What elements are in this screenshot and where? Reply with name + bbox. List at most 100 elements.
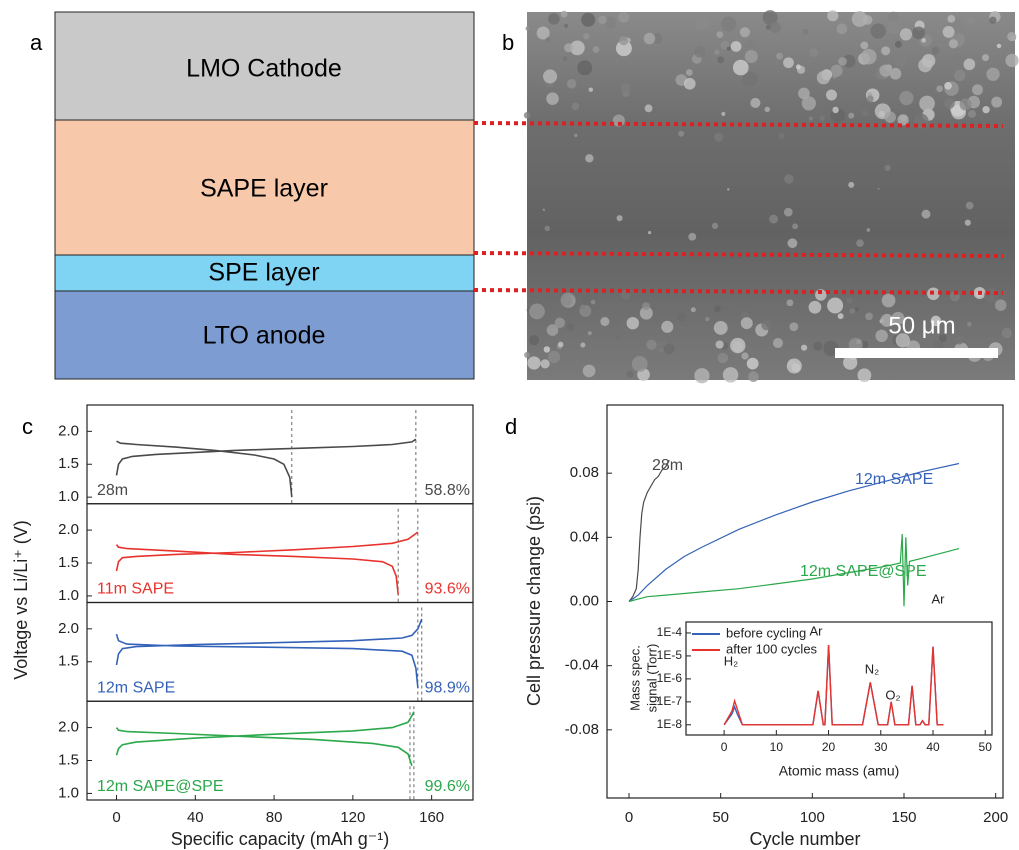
grain — [769, 21, 781, 34]
plot-frame — [685, 621, 993, 736]
y-tick-label: 1E-5 — [657, 648, 683, 662]
grain — [784, 174, 794, 184]
grain — [848, 112, 855, 119]
grain — [982, 54, 990, 62]
grain — [888, 11, 899, 23]
y-tick-label: -0.08 — [565, 721, 599, 738]
grain — [895, 333, 910, 348]
grain — [912, 26, 926, 40]
series-line — [115, 711, 415, 767]
grain — [574, 133, 578, 138]
grain — [742, 71, 758, 87]
grain — [836, 23, 848, 35]
x-axis-label: Specific capacity (mAh g⁻¹) — [171, 829, 390, 849]
peak-label: Ar — [932, 591, 946, 606]
y-tick-label: -0.04 — [565, 657, 599, 674]
grain — [620, 83, 631, 93]
panel-label: d — [505, 414, 517, 439]
y-tick-label: 1.0 — [58, 784, 79, 801]
grain — [615, 40, 632, 57]
grain — [865, 312, 873, 321]
grain — [694, 368, 710, 384]
x-tick-label: 120 — [340, 809, 365, 826]
series-line — [115, 438, 417, 498]
grain — [619, 36, 629, 46]
grain — [714, 305, 721, 313]
grain — [984, 288, 999, 303]
grain — [786, 358, 802, 374]
y-tick-label: 1.0 — [58, 488, 79, 505]
grain — [870, 23, 886, 39]
layer — [54, 119, 475, 256]
grain — [663, 343, 675, 355]
grain — [631, 356, 648, 372]
series-line — [628, 460, 670, 602]
grain — [646, 339, 657, 350]
grain — [685, 69, 693, 76]
grain — [564, 23, 569, 28]
x-tick-label: 80 — [266, 809, 283, 826]
y-tick-label: 2.0 — [58, 422, 79, 439]
grain — [930, 315, 942, 327]
grain — [994, 299, 1007, 311]
panel-label: a — [30, 30, 43, 55]
grain — [778, 132, 785, 139]
grain — [554, 317, 565, 328]
series-line — [628, 462, 960, 602]
grain — [548, 13, 560, 25]
grain — [592, 46, 600, 53]
layer — [54, 254, 475, 292]
grain — [954, 69, 966, 82]
layer — [54, 290, 475, 380]
grain — [562, 56, 568, 62]
y-tick-label: 2.0 — [58, 521, 79, 538]
grain — [748, 371, 759, 383]
x-tick-label: 200 — [983, 809, 1008, 826]
grain — [527, 356, 541, 370]
x-tick-label: 20 — [822, 740, 836, 754]
peak-label: O₂ — [885, 687, 900, 702]
grain — [891, 311, 905, 325]
grain — [764, 106, 770, 113]
layer — [54, 11, 475, 121]
series-line — [723, 644, 944, 726]
grain — [581, 12, 596, 27]
grain — [802, 29, 809, 35]
peak-label: H₂ — [724, 653, 738, 668]
grain — [714, 49, 720, 55]
grain — [907, 103, 922, 118]
grain — [776, 52, 784, 60]
grain — [1005, 53, 1019, 68]
grain — [626, 370, 634, 378]
grain — [921, 209, 931, 219]
grain — [690, 307, 696, 313]
grain — [545, 37, 550, 42]
grain — [577, 60, 593, 76]
grain — [580, 342, 586, 348]
y-tick-label: 1E-8 — [657, 717, 683, 731]
layer-label: SAPE layer — [200, 175, 328, 203]
grain — [948, 39, 958, 49]
series-label: 28m — [97, 482, 128, 499]
grain — [854, 307, 860, 312]
grain — [800, 344, 808, 351]
grain — [581, 294, 592, 305]
grain — [543, 346, 551, 353]
grain — [943, 98, 955, 109]
grain — [787, 238, 798, 249]
grain — [959, 98, 972, 111]
x-axis-label: Cycle number — [749, 829, 860, 849]
grain — [954, 335, 964, 345]
grain — [860, 41, 869, 50]
grain — [540, 359, 550, 369]
grain — [528, 335, 540, 346]
grain — [644, 104, 653, 113]
grain — [855, 362, 863, 370]
boundary-line — [473, 121, 1004, 128]
grain — [931, 46, 940, 55]
grain — [972, 84, 983, 96]
grain — [966, 15, 975, 25]
grain — [808, 300, 822, 314]
grain — [524, 351, 531, 359]
x-tick-label: 40 — [926, 740, 940, 754]
